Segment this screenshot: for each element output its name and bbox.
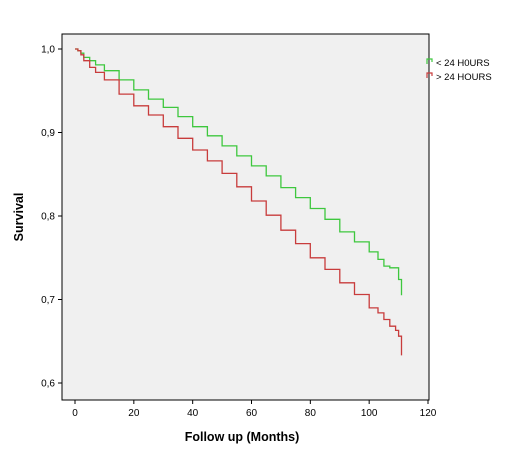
legend-swatch-series-1 <box>426 58 433 64</box>
x-tick-label: 100 <box>361 408 378 419</box>
y-tick-label: 0,8 <box>41 212 55 223</box>
x-tick-label: 0 <box>72 408 78 419</box>
y-axis-title: Survival <box>12 193 26 242</box>
x-tick-label: 120 <box>420 408 437 419</box>
x-tick-label: 40 <box>187 408 199 419</box>
legend-label-series-1: < 24 H0URS <box>436 58 490 69</box>
x-axis-title: Follow up (Months) <box>185 430 300 444</box>
legend-swatch-series-2 <box>426 72 433 78</box>
y-tick-label: 1,0 <box>41 45 55 56</box>
y-tick-label: 0,9 <box>41 128 55 139</box>
x-tick-label: 80 <box>305 408 317 419</box>
x-tick-label: 60 <box>246 408 258 419</box>
y-tick-label: 0,7 <box>41 295 55 306</box>
series-layer <box>75 48 403 356</box>
y-tick-label: 0,6 <box>41 379 55 390</box>
plot-area <box>61 33 430 401</box>
y-axis: 0,6 0,7 0,8 0,9 1,0 <box>41 45 62 390</box>
series-line-1 <box>75 48 403 296</box>
x-axis: 0 20 40 60 80 100 120 <box>72 400 437 419</box>
legend-label-series-2: > 24 HOURS <box>436 72 492 83</box>
series-line-2 <box>75 48 403 356</box>
legend: < 24 H0URS > 24 HOURS <box>426 58 492 83</box>
x-tick-label: 20 <box>128 408 140 419</box>
